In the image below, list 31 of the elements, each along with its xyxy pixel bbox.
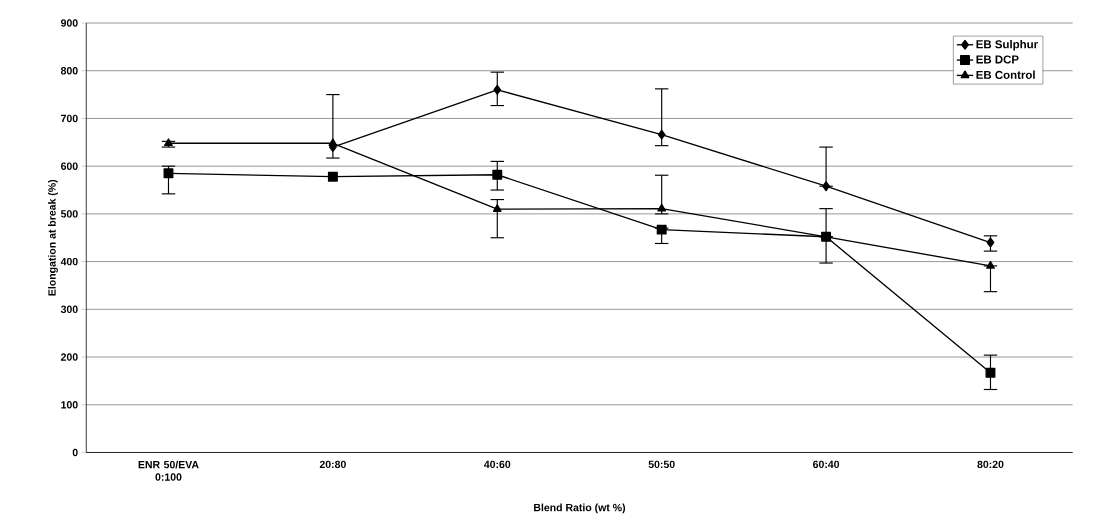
y-tick-label: 500 bbox=[60, 209, 78, 218]
x-axis-title: Blend Ratio (wt %) bbox=[534, 503, 626, 514]
y-tick-label: 100 bbox=[61, 400, 78, 409]
y-tick-label: 0 bbox=[72, 448, 78, 457]
point bbox=[493, 84, 502, 95]
point bbox=[985, 367, 996, 378]
point bbox=[986, 260, 995, 269]
point bbox=[327, 171, 338, 182]
x-tick-label: 60:40 bbox=[813, 460, 840, 468]
point bbox=[657, 129, 666, 140]
y-tick-label: 300 bbox=[60, 305, 78, 313]
legend-label: EB DCP bbox=[976, 55, 1019, 64]
point bbox=[656, 224, 667, 235]
point bbox=[328, 138, 338, 146]
x-tick-label: ENR 50/EVA 0:100 bbox=[138, 460, 199, 481]
y-tick-label: 400 bbox=[60, 257, 78, 266]
point bbox=[492, 169, 503, 180]
x-tick-label: 20:80 bbox=[319, 460, 346, 468]
x-tick-label: 50:50 bbox=[648, 460, 675, 468]
legend-label: EB Sulphur bbox=[976, 39, 1038, 51]
y-tick-label: 800 bbox=[60, 66, 78, 75]
point bbox=[822, 181, 830, 191]
y-tick-label: 700 bbox=[61, 114, 78, 122]
y-tick-label: 200 bbox=[60, 353, 78, 361]
y-axis-title: Elongation at break (%) bbox=[48, 179, 58, 296]
y-tick-label: 900 bbox=[60, 19, 78, 27]
point bbox=[492, 203, 502, 212]
x-tick-label: 40:60 bbox=[484, 460, 511, 468]
legend-label: EB Control bbox=[976, 70, 1035, 79]
x-tick-label: 80:20 bbox=[977, 460, 1004, 468]
y-tick-label: 600 bbox=[61, 162, 78, 170]
